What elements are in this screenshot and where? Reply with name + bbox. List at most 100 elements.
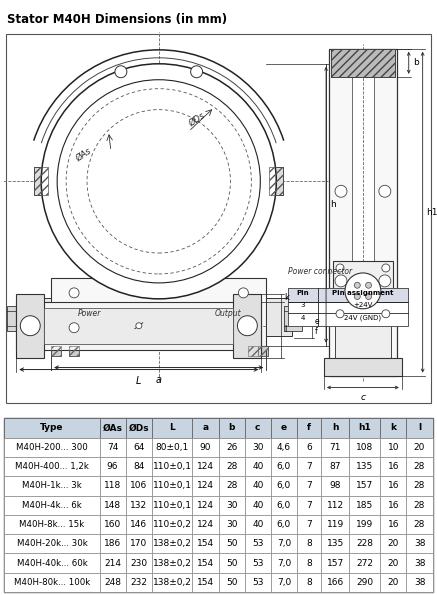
Text: 8: 8 xyxy=(306,559,312,568)
Bar xyxy=(271,437,297,457)
Bar xyxy=(321,457,349,476)
Text: 248: 248 xyxy=(104,578,121,587)
Text: k: k xyxy=(390,424,396,433)
Text: M40H-20k... 30k: M40H-20k... 30k xyxy=(17,539,87,548)
Bar xyxy=(126,418,152,437)
Bar xyxy=(245,457,271,476)
Bar xyxy=(380,476,406,496)
Bar xyxy=(297,437,321,457)
Bar xyxy=(100,515,126,534)
Text: c: c xyxy=(361,393,365,402)
Text: Stator M40H Dimensions (in mm): Stator M40H Dimensions (in mm) xyxy=(7,13,227,26)
Bar xyxy=(192,573,218,592)
Circle shape xyxy=(379,275,391,287)
Bar xyxy=(380,573,406,592)
Bar xyxy=(44,308,233,344)
Text: 30: 30 xyxy=(252,443,264,452)
Bar xyxy=(266,298,292,336)
Bar xyxy=(152,457,192,476)
Text: M40H-4k... 6k: M40H-4k... 6k xyxy=(22,500,82,510)
Bar xyxy=(126,496,152,515)
Bar xyxy=(4,457,100,476)
Text: 7: 7 xyxy=(306,500,312,510)
Bar xyxy=(218,418,245,437)
Text: M40H-80k... 100k: M40H-80k... 100k xyxy=(14,578,90,587)
Bar xyxy=(218,515,245,534)
Text: 124: 124 xyxy=(197,520,214,529)
Text: 30: 30 xyxy=(226,500,237,510)
Text: 4,6: 4,6 xyxy=(277,443,291,452)
Bar xyxy=(380,437,406,457)
Bar xyxy=(4,553,100,573)
Bar xyxy=(271,515,297,534)
Text: ØAs: ØAs xyxy=(103,424,123,433)
Bar xyxy=(269,167,283,195)
Bar xyxy=(406,496,433,515)
Text: 185: 185 xyxy=(356,500,374,510)
Text: 135: 135 xyxy=(326,539,344,548)
Bar xyxy=(297,573,321,592)
Bar xyxy=(69,346,79,356)
Text: 124: 124 xyxy=(197,481,214,490)
Bar xyxy=(126,476,152,496)
Bar xyxy=(192,418,218,437)
Bar xyxy=(271,534,297,553)
Text: 148: 148 xyxy=(104,500,121,510)
Bar xyxy=(218,573,245,592)
Bar xyxy=(16,302,261,350)
Bar xyxy=(152,534,192,553)
Text: 16: 16 xyxy=(388,462,399,471)
Bar xyxy=(152,437,192,457)
Bar xyxy=(297,553,321,573)
Bar xyxy=(349,457,380,476)
Text: 38: 38 xyxy=(414,539,425,548)
Text: L: L xyxy=(136,375,142,386)
Text: 110±0,1: 110±0,1 xyxy=(153,500,191,510)
Text: 110±0,1: 110±0,1 xyxy=(153,462,191,471)
Circle shape xyxy=(335,185,347,198)
Bar xyxy=(380,496,406,515)
Bar xyxy=(126,437,152,457)
Bar xyxy=(100,437,126,457)
Bar xyxy=(271,457,297,476)
Text: 138±0,2: 138±0,2 xyxy=(153,539,191,548)
Bar xyxy=(406,553,433,573)
Circle shape xyxy=(354,293,360,299)
Bar xyxy=(218,496,245,515)
Text: 87: 87 xyxy=(329,462,341,471)
Text: 154: 154 xyxy=(197,539,214,548)
Text: M40H-400... 1,2k: M40H-400... 1,2k xyxy=(15,462,89,471)
Text: 28: 28 xyxy=(414,520,425,529)
Text: f: f xyxy=(315,327,318,336)
Text: 38: 38 xyxy=(414,559,425,568)
Text: 90: 90 xyxy=(200,443,211,452)
Bar xyxy=(284,306,302,331)
Text: 7,0: 7,0 xyxy=(277,539,291,548)
Text: c: c xyxy=(255,424,260,433)
Text: h: h xyxy=(332,424,338,433)
Text: 110±0,1: 110±0,1 xyxy=(153,481,191,490)
Bar xyxy=(245,553,271,573)
Text: h1: h1 xyxy=(426,208,437,217)
Text: h1: h1 xyxy=(358,424,371,433)
Bar xyxy=(321,437,349,457)
Text: M40H-200... 300: M40H-200... 300 xyxy=(16,443,88,452)
Text: Power connector: Power connector xyxy=(288,267,352,276)
Bar xyxy=(406,573,433,592)
Text: 10: 10 xyxy=(388,443,399,452)
Text: 7: 7 xyxy=(306,481,312,490)
Bar xyxy=(245,418,271,437)
Text: 84: 84 xyxy=(133,462,145,471)
Bar xyxy=(218,437,245,457)
Text: 16: 16 xyxy=(388,481,399,490)
Bar xyxy=(258,346,268,356)
Bar xyxy=(126,534,152,553)
Bar xyxy=(100,573,126,592)
Text: 124: 124 xyxy=(197,462,214,471)
Text: 110±0,2: 110±0,2 xyxy=(153,520,191,529)
Bar xyxy=(100,496,126,515)
Text: 228: 228 xyxy=(356,539,373,548)
Circle shape xyxy=(136,322,142,328)
Text: 20: 20 xyxy=(388,539,399,548)
Bar xyxy=(245,573,271,592)
